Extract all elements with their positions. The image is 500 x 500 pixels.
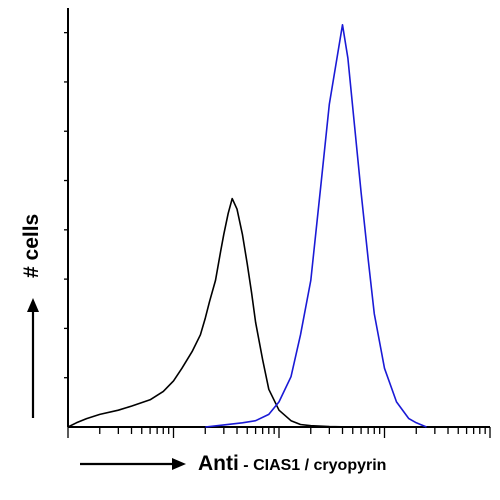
axes [64, 8, 491, 438]
histogram-series-2 [205, 24, 427, 428]
y-arrow-head [27, 298, 39, 312]
x-arrow-head [172, 458, 186, 470]
x-axis-label-dash: - [243, 457, 254, 474]
y-axis-label: # cells [20, 213, 43, 278]
axis-arrows [27, 298, 186, 470]
x-axis-label: Anti - CIAS1 / cryopyrin [198, 452, 386, 476]
histogram-series-1 [67, 197, 385, 428]
x-axis-label-prefix: Anti [198, 452, 239, 475]
x-axis-label-suffix: CIAS1 / cryopyrin [253, 457, 387, 474]
series-group [67, 24, 427, 428]
